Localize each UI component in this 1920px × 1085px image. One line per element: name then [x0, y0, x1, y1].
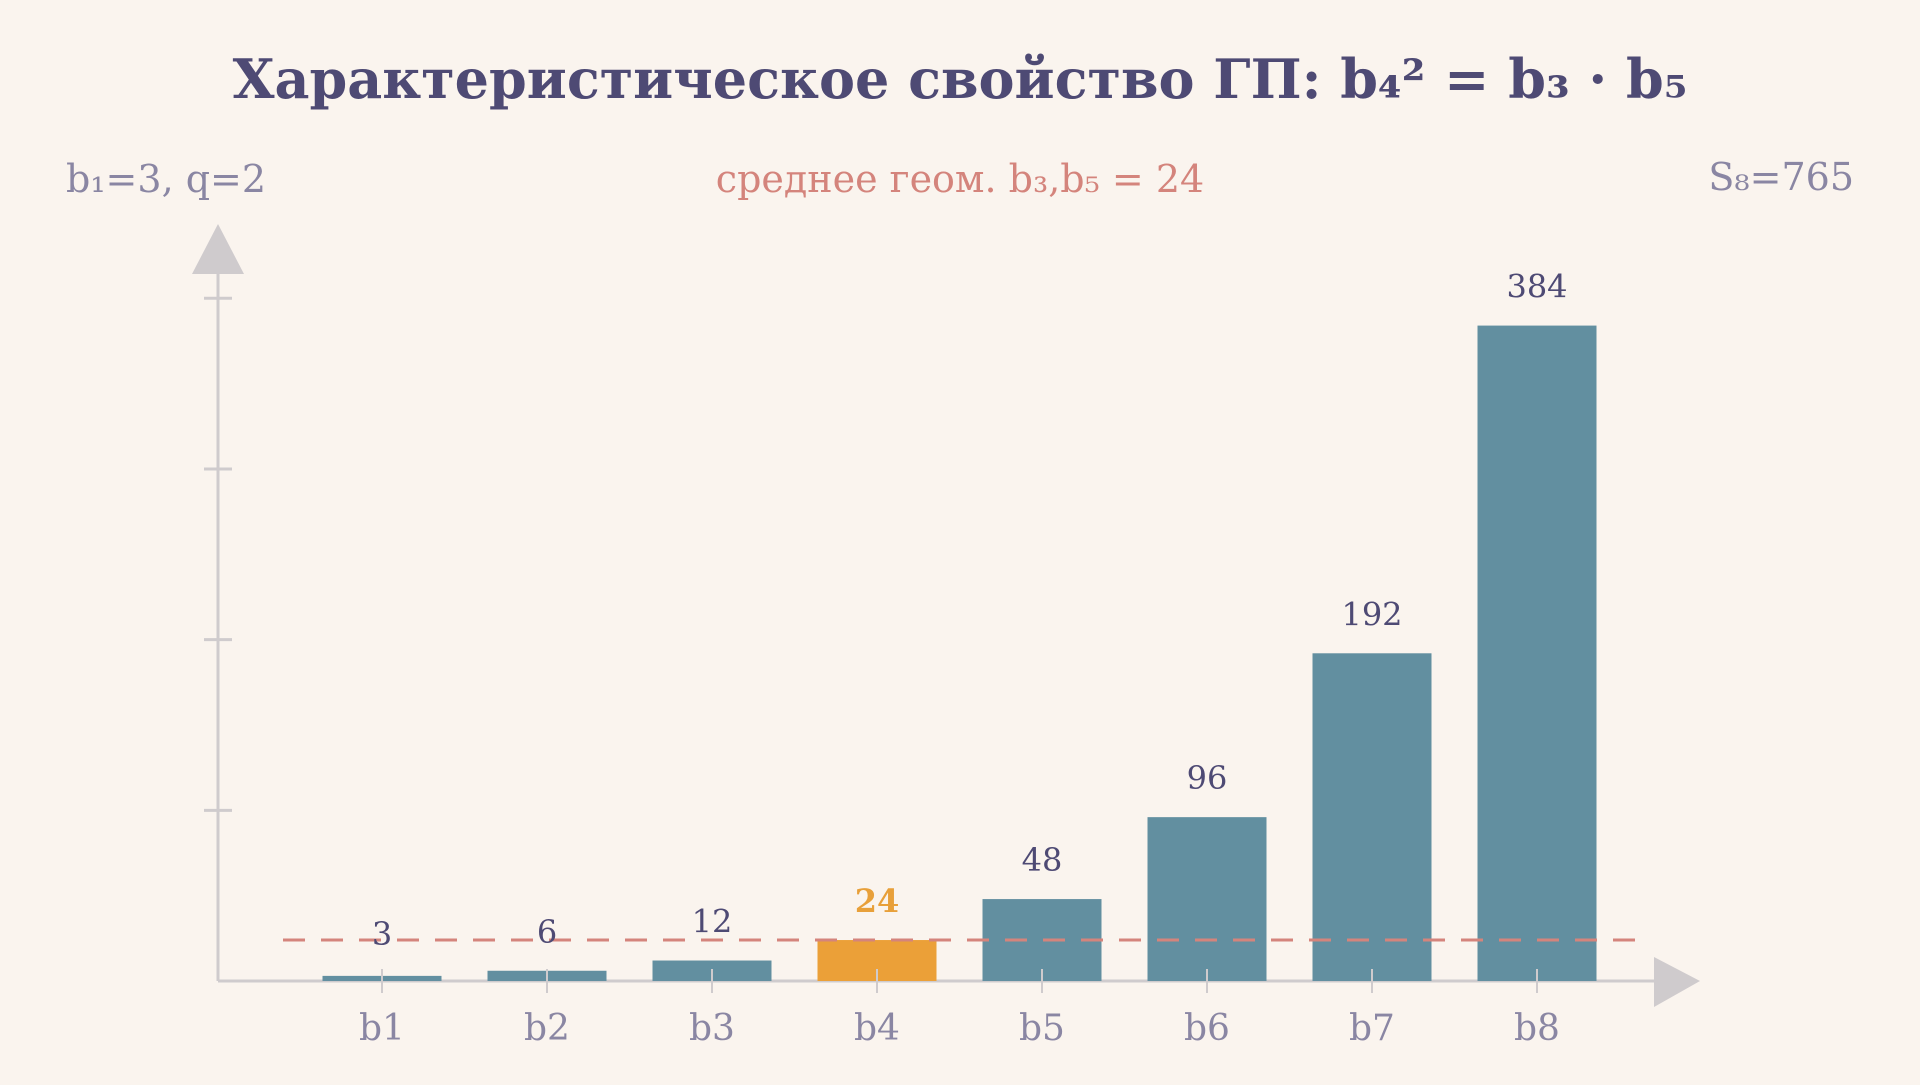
value-label-b4: 24 — [855, 882, 900, 920]
y-axis-arrow — [192, 224, 244, 274]
category-ticks: b1 b2 b3 b4 b5 b6 b7 b8 — [359, 969, 1560, 1049]
chart-title: Характеристическое свойство ГП: b₄² = b₃… — [233, 47, 1688, 111]
value-label-b5: 48 — [1022, 841, 1063, 879]
x-axis-arrow — [1654, 957, 1700, 1007]
value-labels: 3 6 12 24 48 96 192 384 — [372, 268, 1568, 953]
bar-b7 — [1312, 653, 1432, 981]
category-label-b7: b7 — [1349, 1008, 1395, 1049]
category-label-b4: b4 — [854, 1008, 900, 1049]
sum-label: S₈=765 — [1708, 155, 1854, 199]
category-label-b5: b5 — [1019, 1008, 1065, 1049]
geometric-mean-label: среднее геом. b₃,b₅ = 24 — [716, 157, 1204, 201]
value-label-b8: 384 — [1506, 268, 1567, 306]
category-label-b6: b6 — [1184, 1008, 1230, 1049]
value-label-b1: 3 — [372, 915, 392, 953]
bar-b8 — [1477, 325, 1597, 982]
category-label-b3: b3 — [689, 1008, 735, 1049]
value-label-b3: 12 — [692, 903, 733, 941]
category-label-b1: b1 — [359, 1008, 405, 1049]
category-label-b2: b2 — [524, 1008, 570, 1049]
value-label-b7: 192 — [1341, 595, 1402, 633]
value-label-b2: 6 — [537, 913, 557, 951]
category-label-b8: b8 — [1514, 1008, 1560, 1049]
bar-b6 — [1147, 817, 1267, 981]
bars — [322, 325, 1597, 982]
value-label-b6: 96 — [1187, 759, 1228, 797]
axes — [192, 224, 1700, 1007]
params-label: b₁=3, q=2 — [66, 157, 266, 201]
